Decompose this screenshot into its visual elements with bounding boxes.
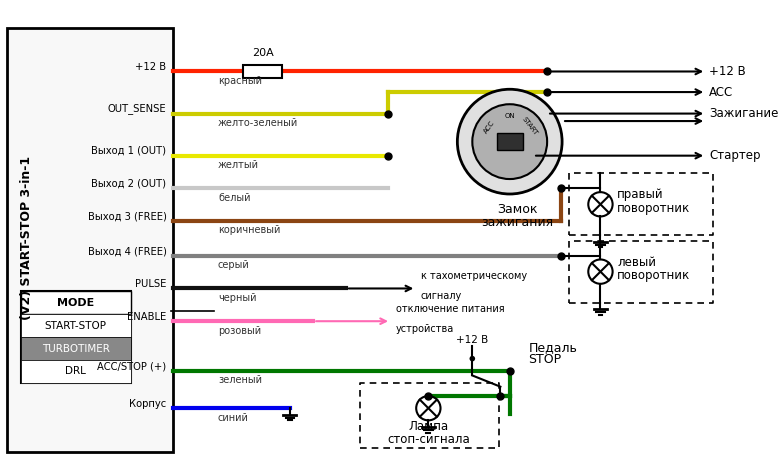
Text: красный: красный: [218, 76, 262, 86]
Bar: [243, 65, 282, 78]
Text: черный: черный: [218, 293, 257, 303]
Text: MODE: MODE: [57, 298, 94, 308]
Text: Лампа: Лампа: [408, 420, 448, 433]
Bar: [20, 314, 131, 337]
Bar: [20, 360, 131, 383]
Text: белый: белый: [218, 193, 250, 203]
Text: правый: правый: [617, 189, 664, 201]
Text: желтый: желтый: [218, 160, 259, 170]
Circle shape: [470, 356, 475, 361]
Text: отключение питания: отключение питания: [395, 304, 504, 314]
Text: Выход 1 (OUT): Выход 1 (OUT): [91, 146, 166, 156]
Text: поворотник: поворотник: [617, 269, 690, 282]
Text: START-STOP: START-STOP: [44, 321, 107, 331]
Text: TURBOTIMER: TURBOTIMER: [42, 343, 110, 353]
Circle shape: [473, 104, 547, 179]
Text: синий: синий: [218, 413, 249, 423]
Text: Зажигание: Зажигание: [709, 107, 778, 120]
Text: +12 В: +12 В: [136, 62, 166, 72]
Bar: [8, 28, 173, 452]
Text: OUT_SENSE: OUT_SENSE: [108, 104, 166, 114]
Text: Замок: Замок: [497, 203, 537, 217]
Text: ACC: ACC: [709, 86, 733, 99]
Text: желто-зеленый: желто-зеленый: [218, 118, 298, 128]
Text: устройства: устройства: [395, 324, 454, 334]
Text: зажигания: зажигания: [481, 216, 553, 228]
Bar: [20, 291, 131, 383]
Text: коричневый: коричневый: [218, 226, 280, 236]
Text: серый: серый: [218, 260, 250, 270]
Bar: [20, 337, 131, 360]
Text: +12 В: +12 В: [709, 65, 746, 78]
Bar: [497, 133, 523, 150]
Text: ACC/STOP (+): ACC/STOP (+): [98, 361, 166, 371]
Text: 20A: 20A: [252, 48, 274, 58]
Text: +12 В: +12 В: [456, 335, 488, 345]
Text: PULSE: PULSE: [135, 279, 166, 289]
Text: ON: ON: [505, 114, 515, 119]
Text: к тахометрическому: к тахометрическому: [421, 271, 527, 281]
Text: розовый: розовый: [218, 325, 261, 335]
Text: сигналу: сигналу: [421, 291, 462, 301]
Text: Корпус: Корпус: [129, 399, 166, 408]
Text: стоп-сигнала: стоп-сигнала: [387, 433, 470, 446]
Text: Педаль: Педаль: [528, 341, 577, 354]
Text: Выход 4 (FREE): Выход 4 (FREE): [87, 246, 166, 256]
Bar: [20, 291, 131, 314]
Text: поворотник: поворотник: [617, 201, 690, 215]
Text: зеленый: зеленый: [218, 375, 262, 385]
Text: ACC: ACC: [483, 120, 495, 134]
Circle shape: [457, 89, 562, 194]
Text: DRL: DRL: [66, 367, 87, 377]
Text: Выход 2 (OUT): Выход 2 (OUT): [91, 179, 166, 189]
Text: START: START: [521, 116, 538, 136]
Text: Выход 3 (FREE): Выход 3 (FREE): [87, 211, 166, 221]
Text: левый: левый: [617, 256, 656, 269]
Text: ENABLE: ENABLE: [127, 312, 166, 322]
Text: (V2) START-STOP 3-in-1: (V2) START-STOP 3-in-1: [20, 156, 33, 320]
Text: STOP: STOP: [528, 353, 562, 366]
Text: Стартер: Стартер: [709, 149, 760, 162]
